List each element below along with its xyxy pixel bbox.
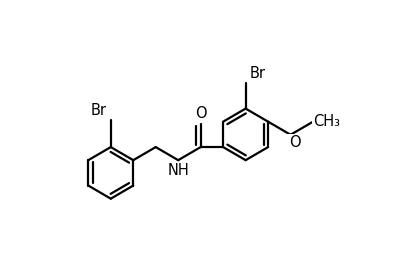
Text: O: O <box>195 107 207 121</box>
Text: Br: Br <box>90 103 106 118</box>
Text: NH: NH <box>167 163 189 178</box>
Text: CH₃: CH₃ <box>313 114 340 129</box>
Text: O: O <box>289 135 300 150</box>
Text: Br: Br <box>249 66 265 81</box>
